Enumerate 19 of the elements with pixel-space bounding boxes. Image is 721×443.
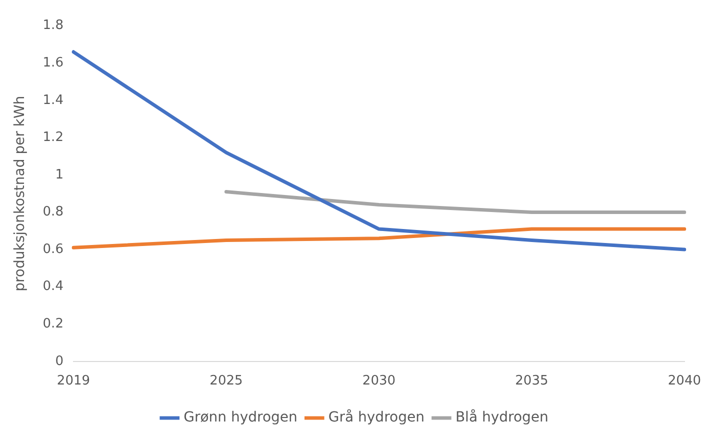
y-tick-label: 1: [55, 167, 64, 182]
y-tick-label: 0.4: [42, 279, 64, 294]
legend-label: Grå hydrogen: [328, 408, 424, 426]
y-tick-label: 1.8: [42, 18, 64, 34]
y-tick-label: 0.2: [42, 316, 64, 332]
x-tick-label: 2040: [668, 374, 702, 389]
x-tick-label: 2035: [515, 374, 548, 389]
y-tick-label: 1.6: [42, 55, 64, 70]
legend-label: Blå hydrogen: [455, 408, 548, 426]
y-tick-label: 1.4: [42, 92, 64, 108]
y-tick-label: 0.8: [42, 204, 64, 220]
x-tick-label: 2025: [210, 374, 243, 389]
x-tick-label: 2030: [362, 374, 396, 389]
y-tick-label: 0.6: [42, 242, 64, 257]
x-tick-label: 2019: [56, 374, 90, 389]
y-axis-title: produksjonkostnad per kWh: [12, 96, 28, 292]
y-tick-label: 1.2: [42, 130, 64, 146]
legend-label: Grønn hydrogen: [184, 410, 298, 426]
y-tick-label: 0: [55, 354, 64, 369]
